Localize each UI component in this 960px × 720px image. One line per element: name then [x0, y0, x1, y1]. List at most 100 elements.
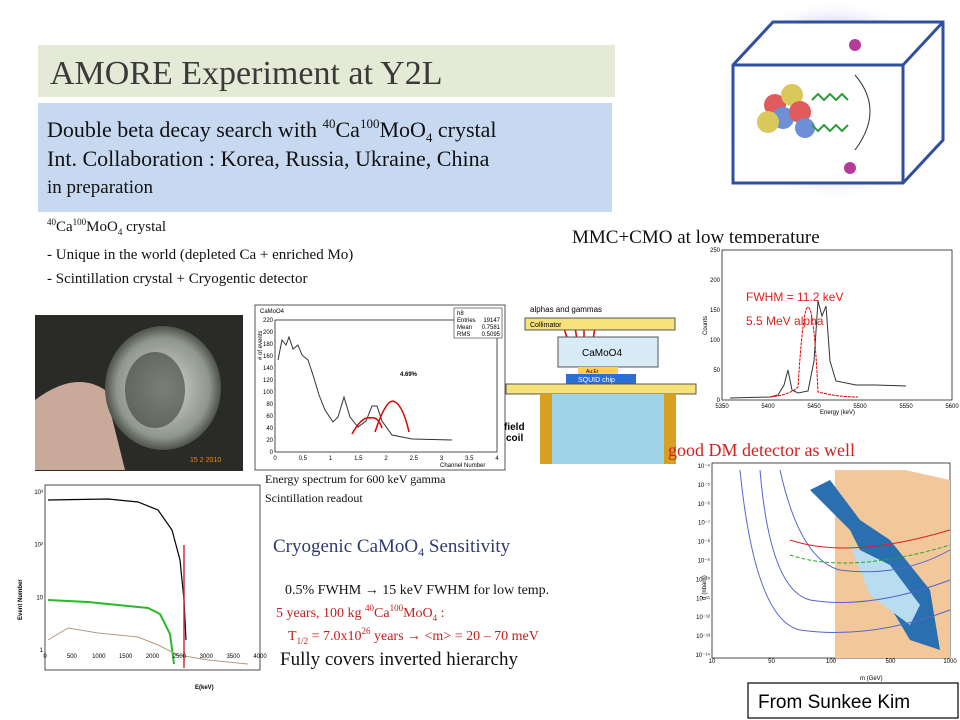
- y-tick-label: 10²: [34, 543, 43, 549]
- caption: Energy spectrum for 600 keV gamma: [265, 472, 446, 486]
- x-tick-label: 3: [440, 456, 444, 462]
- y-tick-label: 250: [710, 248, 721, 254]
- x-tick-label: 4: [495, 456, 499, 462]
- y-tick-label: 10⁻⁵: [698, 482, 711, 489]
- x-tick-label: 0.5: [299, 456, 308, 462]
- setup-label: alphas and gammas: [530, 305, 602, 314]
- setup-label: Au:Er: [586, 369, 599, 375]
- intro-line: in preparation: [47, 177, 154, 198]
- mmc-label: 5.5 MeV alpha: [746, 314, 824, 328]
- y-tick-label: 60: [266, 414, 273, 420]
- x-tick-label: 3.5: [465, 456, 474, 462]
- axis-label: Event Number: [18, 579, 24, 620]
- x-tick-label: 3500: [226, 654, 240, 660]
- y-tick-label: 10⁻⁴: [698, 463, 711, 470]
- y-tick-label: 0: [717, 398, 721, 404]
- conclusion: Fully covers inverted hierarchy: [280, 649, 518, 670]
- x-tick-label: 5350: [715, 404, 729, 410]
- x-tick-label: 2.5: [410, 456, 419, 462]
- photo-date: 15 2 2010: [190, 457, 221, 464]
- sensitivity-line: T1/2 = 7.0x1026 years → <m> = 20 – 70 me…: [288, 626, 539, 646]
- crystal-photo: 15 2 2010: [35, 315, 243, 471]
- y-tick-label: 10⁻⁶: [698, 501, 711, 508]
- y-tick-label: 10⁻¹³: [696, 634, 710, 640]
- y-tick-label: 40: [266, 426, 273, 432]
- intro-box: [38, 103, 612, 212]
- y-tick-label: 10: [36, 595, 43, 601]
- y-tick-label: 10⁻⁷: [698, 520, 710, 527]
- setup-label: Collimator: [530, 322, 562, 329]
- y-tick-label: 220: [263, 318, 274, 324]
- x-tick-label: 5550: [899, 404, 913, 410]
- y-tick-label: 100: [710, 338, 721, 344]
- histogram-plot: CaMoO4 4.69% # of events Channel Number: [254, 304, 506, 471]
- y-tick-label: 10⁻¹¹: [696, 596, 710, 602]
- stats-label: Entries: [457, 318, 476, 324]
- x-tick-label: 5400: [761, 404, 775, 410]
- intro-line: Double beta decay search with 40Ca100MoO…: [47, 116, 497, 145]
- setup-label: coil: [506, 433, 523, 444]
- axis-label: # of events: [258, 331, 264, 360]
- x-tick-label: 3000: [200, 654, 214, 660]
- x-tick-label: 4000: [253, 654, 267, 660]
- stats-value: 0.7581: [482, 325, 501, 331]
- x-tick-label: 50: [768, 659, 775, 665]
- x-tick-label: 2: [384, 456, 388, 462]
- x-tick-label: 0: [273, 456, 277, 462]
- y-tick-label: 10³: [34, 490, 43, 496]
- stats-label: RMS: [457, 332, 470, 338]
- caption: Scintillation readout: [265, 491, 363, 505]
- axis-label: Counts: [703, 316, 709, 335]
- plot-title: CaMoO4: [260, 309, 285, 315]
- mmc-title: MMC+CMO at low temperature: [572, 227, 820, 248]
- axis-label: m (GeV): [860, 676, 883, 682]
- x-tick-label: 100: [826, 659, 837, 665]
- x-tick-label: 2000: [146, 654, 160, 660]
- credit: From Sunkee Kim: [758, 692, 910, 713]
- sensitivity-heading: Cryogenic CaMoO4 Sensitivity: [273, 536, 511, 559]
- y-tick-label: 10⁻¹²: [696, 615, 710, 621]
- stats-value: 19147: [483, 318, 500, 324]
- y-tick-label: 10⁻⁸: [698, 539, 711, 546]
- y-tick-label: 10⁻⁹: [698, 558, 711, 565]
- y-tick-label: 140: [263, 366, 274, 372]
- sensitivity-line: 0.5% FWHM → 15 keV FWHM for low temp.: [285, 583, 549, 598]
- x-tick-label: 5600: [945, 404, 959, 410]
- x-tick-label: 0: [43, 654, 47, 660]
- axis-label: E(keV): [195, 685, 214, 691]
- y-tick-label: 0: [270, 450, 274, 456]
- y-tick-label: 10⁻¹⁴: [696, 652, 711, 659]
- crystal-bullet: - Unique in the world (depleted Ca + enr…: [47, 247, 353, 263]
- x-tick-label: 1000: [92, 654, 106, 660]
- dm-note: good DM detector as well: [668, 440, 855, 460]
- x-tick-label: 500: [67, 654, 78, 660]
- axis-label: σ (nbarn): [702, 575, 708, 600]
- y-tick-label: 10⁻¹⁰: [696, 576, 711, 583]
- x-tick-label: 1: [329, 456, 333, 462]
- y-tick-label: 160: [263, 354, 274, 360]
- y-tick-label: 120: [263, 378, 274, 384]
- stats-label: h8: [457, 311, 464, 317]
- y-tick-label: 80: [266, 402, 273, 408]
- crystal-bullet: - Scintillation crystal + Cryogentic det…: [47, 271, 307, 287]
- mmc-spectrum: FWHM = 11.2 keV 5.5 MeV alpha Counts Ene…: [700, 243, 958, 416]
- x-tick-label: 10: [709, 659, 716, 665]
- x-tick-label: 5500: [853, 404, 867, 410]
- cube-illustration: [717, 0, 953, 200]
- setup-label: field: [504, 422, 525, 433]
- y-tick-label: 20: [266, 438, 273, 444]
- x-tick-label: 500: [885, 659, 896, 665]
- x-tick-label: 1500: [119, 654, 133, 660]
- axis-label: Channel Number: [440, 463, 485, 469]
- credit-box: [747, 682, 959, 719]
- mmc-label: FWHM = 11.2 keV: [746, 290, 843, 304]
- y-tick-label: 180: [263, 342, 274, 348]
- crystal-heading: 40Ca100MoO4 crystal: [47, 217, 166, 237]
- event-plot: Event Number E(keV): [10, 480, 265, 692]
- stats-label: Mean: [457, 325, 472, 331]
- x-tick-label: 1.5: [354, 456, 363, 462]
- y-tick-label: 200: [710, 278, 721, 284]
- stats-value: 0.5095: [482, 332, 501, 338]
- intro-line: Int. Collaboration : Korea, Russia, Ukra…: [47, 146, 490, 171]
